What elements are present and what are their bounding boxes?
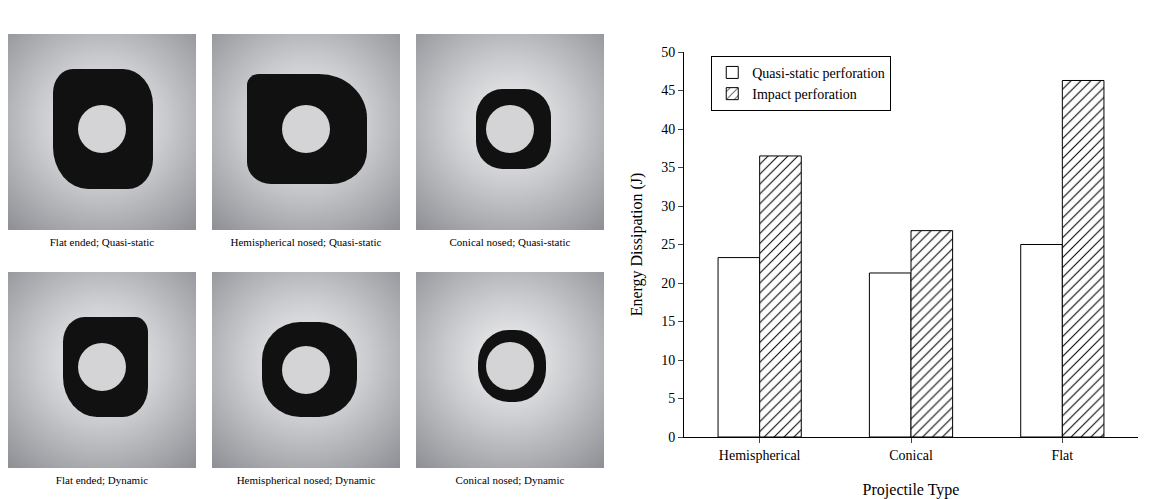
svg-text:50: 50 bbox=[661, 45, 675, 60]
svg-text:45: 45 bbox=[661, 83, 675, 98]
svg-text:Energy Dissipation (J): Energy Dissipation (J) bbox=[628, 173, 646, 317]
svg-text:30: 30 bbox=[661, 199, 675, 214]
html-text:Flat ended; Dynamic: Flat ended; Dynamic bbox=[55, 474, 149, 486]
svg-text:35: 35 bbox=[661, 160, 675, 175]
svg-text:5: 5 bbox=[668, 391, 675, 406]
svg-text:0: 0 bbox=[668, 430, 675, 445]
svg-text:Projectile Type: Projectile Type bbox=[863, 481, 960, 499]
html-text:Conical nosed; Quasi-static: Conical nosed; Quasi-static bbox=[449, 236, 571, 248]
html-text:Flat ended; Quasi-static: Flat ended; Quasi-static bbox=[49, 236, 155, 248]
svg-text:10: 10 bbox=[661, 353, 675, 368]
html-text:Hemispherical nosed; Dynamic: Hemispherical nosed; Dynamic bbox=[236, 474, 376, 486]
svg-text:Quasi-static perforation: Quasi-static perforation bbox=[752, 66, 885, 81]
svg-text:40: 40 bbox=[661, 122, 675, 137]
html-text:Conical nosed; Dynamic: Conical nosed; Dynamic bbox=[455, 474, 565, 486]
svg-text:Hemispherical: Hemispherical bbox=[719, 448, 801, 463]
html-text:Hemispherical nosed; Quasi-sta: Hemispherical nosed; Quasi-static bbox=[230, 236, 382, 248]
svg-text:Conical: Conical bbox=[889, 448, 933, 463]
svg-text:25: 25 bbox=[661, 237, 675, 252]
svg-text:20: 20 bbox=[661, 276, 675, 291]
svg-text:15: 15 bbox=[661, 314, 675, 329]
svg-text:Flat: Flat bbox=[1051, 448, 1073, 463]
svg-text:Impact perforation: Impact perforation bbox=[752, 87, 857, 102]
